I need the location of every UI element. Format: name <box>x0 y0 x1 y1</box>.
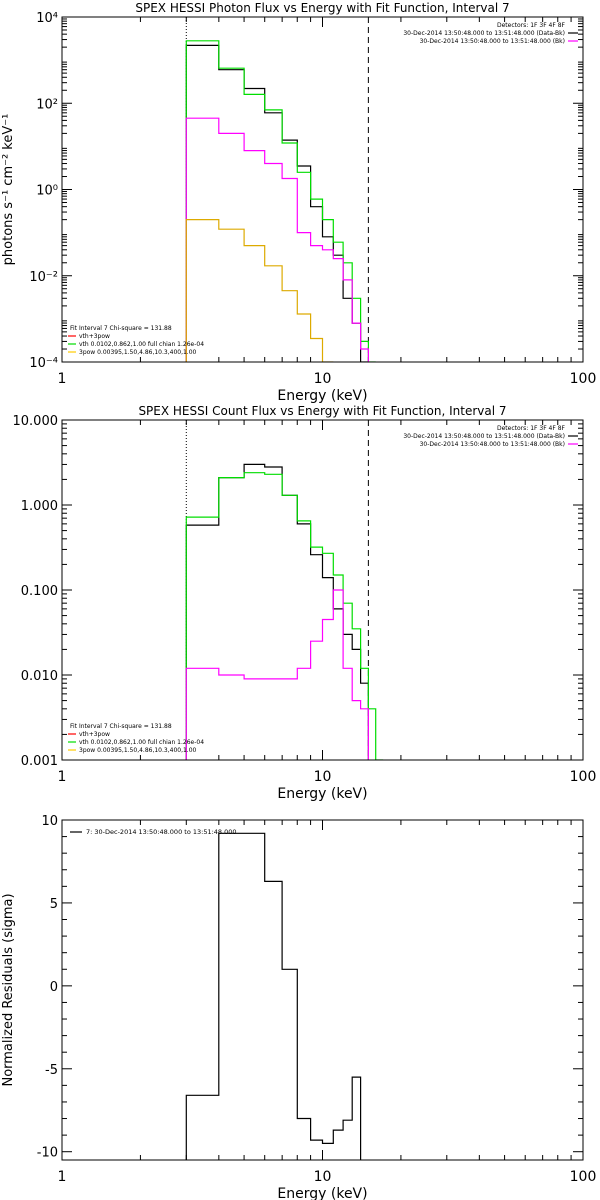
x-tick-label: 100 <box>570 371 597 387</box>
y-axis-label: Normalized Residuals (sigma) <box>1 893 16 1086</box>
y-tick-label: 10 <box>41 814 58 829</box>
series-group <box>185 463 390 760</box>
legend-bottomleft-entry: Fit Interval 7 Chi-square = 131.88 <box>70 723 172 730</box>
y-tick-label: 10.000 <box>13 414 59 429</box>
legend-bottomleft-entry: 3pow 0.00395,1.50,4.86,10.3,400,1.00 <box>79 747 197 754</box>
legend-topright-entry: Detectors: 1F 3F 4F 8F <box>497 425 566 432</box>
x-tick-label: 100 <box>570 769 597 785</box>
x-tick-label: 1 <box>58 769 67 785</box>
legend-bottomleft-entry: Fit Interval 7 Chi-square = 131.88 <box>70 325 172 332</box>
y-tick-label: 0 <box>50 980 58 995</box>
legend-topright-entry: 30-Dec-2014 13:50:48.000 to 13:51:48.000… <box>420 38 565 45</box>
y-tick-label: 0.100 <box>21 584 58 599</box>
y-tick-label: 0.010 <box>21 669 58 684</box>
legend-bottomleft-entry: vth+3pow <box>79 731 110 738</box>
y-tick-label: 0.001 <box>21 754 58 769</box>
x-tick-label: 100 <box>570 1169 597 1185</box>
series-line-2 <box>185 472 390 760</box>
y-tick-label: -5 <box>45 1063 58 1078</box>
legend-bottomleft-entry: vth 0.0102,0.862,1.00 full chian 1.26e-0… <box>79 341 204 348</box>
plot-frame <box>61 16 584 363</box>
x-axis-label: Energy (keV) <box>277 388 367 404</box>
legend-topright-entry: 30-Dec-2014 13:50:48.000 to 13:51:48.000… <box>403 30 565 37</box>
series-line-3 <box>185 589 369 760</box>
x-tick-label: 10 <box>314 769 332 785</box>
y-tick-label: 5 <box>50 897 58 912</box>
legend-topright-entry: Detectors: 1F 3F 4F 8F <box>497 22 566 29</box>
chart-title: SPEX HESSI Photon Flux vs Energy with Fi… <box>135 1 509 15</box>
y-tick-label: 10⁻⁴ <box>29 356 58 371</box>
y-tick-label: 10⁰ <box>36 184 58 199</box>
chart-title: SPEX HESSI Count Flux vs Energy with Fit… <box>138 404 506 418</box>
series-line-4 <box>185 219 334 362</box>
y-tick-label: 1.000 <box>21 499 58 514</box>
series-line-2 <box>185 40 376 362</box>
series-group <box>185 40 377 362</box>
x-tick-label: 1 <box>58 371 67 387</box>
legend-bottomleft-entry: vth 0.0102,0.862,1.00 full chian 1.26e-0… <box>79 739 204 746</box>
y-tick-label: 10² <box>36 97 58 112</box>
legend-bottomleft-entry: vth+3pow <box>79 333 110 340</box>
chart-panel-2: SPEX HESSI Count Flux vs Energy with Fit… <box>13 404 597 802</box>
y-axis-label: photons s⁻¹ cm⁻² keV⁻¹ <box>1 114 16 266</box>
series-line-3 <box>185 117 377 362</box>
series-group <box>185 832 362 1160</box>
legend-topleft-entry: 7: 30-Dec-2014 13:50:48.000 to 13:51:48.… <box>86 828 237 836</box>
x-tick-label: 10 <box>314 371 332 387</box>
x-tick-label: 10 <box>314 1169 332 1185</box>
x-tick-label: 1 <box>58 1169 67 1185</box>
y-tick-label: 10⁴ <box>36 11 58 26</box>
series-line-1 <box>185 44 377 362</box>
chart-panel-1: SPEX HESSI Photon Flux vs Energy with Fi… <box>1 1 596 404</box>
y-tick-label: 10⁻² <box>29 270 58 285</box>
plot-frame <box>61 819 584 1161</box>
y-tick-label: -10 <box>37 1146 58 1161</box>
series-line-1 <box>185 832 362 1160</box>
x-axis-label: Energy (keV) <box>277 786 367 802</box>
series-line-1 <box>185 463 369 760</box>
legend-bottomleft-entry: 3pow 0.00395,1.50,4.86,10.3,400,1.00 <box>79 349 197 356</box>
legend-topright-entry: 30-Dec-2014 13:50:48.000 to 13:51:48.000… <box>420 441 565 448</box>
plot-frame <box>61 419 584 761</box>
legend-topright-entry: 30-Dec-2014 13:50:48.000 to 13:51:48.000… <box>403 433 565 440</box>
x-axis-label: Energy (keV) <box>277 1186 367 1200</box>
